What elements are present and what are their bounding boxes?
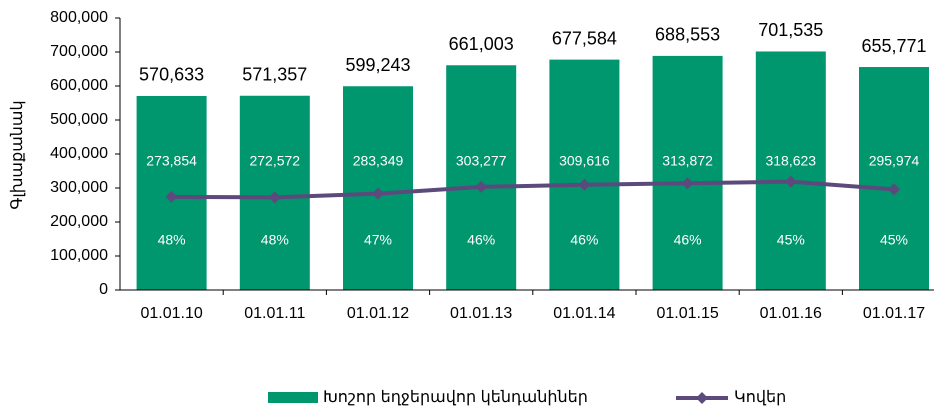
legend-label: Խոշոր եղջերավոր կենդանիներ [323,389,588,406]
share-label: 46% [467,232,495,248]
line-marker [268,191,281,204]
y-tick-label: 500,000 [50,111,108,128]
line-value-label: 318,623 [765,153,816,169]
bar-value-label: 599,243 [345,55,410,75]
x-tick-label: 01.01.15 [656,305,718,322]
y-tick-label: 700,000 [50,43,108,60]
x-tick-label: 01.01.14 [553,305,615,322]
y-tick-label: 100,000 [50,247,108,264]
y-tick-label: 300,000 [50,179,108,196]
line-value-label: 309,616 [559,153,610,169]
bar-value-label: 688,553 [655,25,720,45]
y-tick-label: 400,000 [50,145,108,162]
bar [446,65,517,291]
line-marker [372,187,384,200]
line-value-label: 295,974 [869,153,920,169]
bar-value-label: 661,003 [449,34,514,54]
x-tick-label: 01.01.12 [347,305,409,322]
line-value-label: 273,854 [146,153,197,169]
line-marker [475,180,488,193]
line-marker [578,178,591,191]
line-marker [888,183,900,196]
x-tick-label: 01.01.13 [450,305,512,322]
share-label: 47% [364,232,392,248]
bar [652,55,723,290]
x-tick-label: 01.01.16 [760,305,822,322]
share-label: 48% [158,232,186,248]
bar-value-label: 570,633 [139,65,204,85]
line-value-label: 272,572 [249,153,300,169]
x-tick-label: 01.01.10 [140,305,202,322]
bar [549,59,620,290]
bar [859,67,929,290]
bar [755,51,826,290]
y-tick-label: 200,000 [50,213,108,230]
share-label: 48% [261,232,289,248]
bar-value-label: 677,584 [552,28,617,48]
line-marker [681,177,694,190]
x-tick-label: 01.01.17 [863,305,925,322]
bar-value-label: 655,771 [861,36,926,56]
line-value-label: 303,277 [456,153,507,169]
bar-value-label: 571,357 [242,64,307,84]
line-marker [784,175,797,188]
legend-label: Կովեր [734,389,786,406]
line-marker [165,190,178,203]
x-tick-label: 01.01.11 [244,305,305,322]
bar-value-label: 701,535 [758,20,823,40]
line-value-label: 313,872 [662,153,713,169]
share-label: 45% [880,232,908,248]
legend-swatch [268,392,318,403]
share-label: 46% [674,232,702,248]
y-tick-label: 800,000 [50,9,108,26]
y-tick-label: 600,000 [50,77,108,94]
y-axis-title: Գլխաքանակ [9,100,26,209]
share-label: 46% [570,232,598,248]
line [171,179,895,200]
legend-marker [696,392,708,404]
line-value-label: 283,349 [353,153,404,169]
y-tick-label: 0 [99,281,108,298]
share-label: 45% [777,232,805,248]
